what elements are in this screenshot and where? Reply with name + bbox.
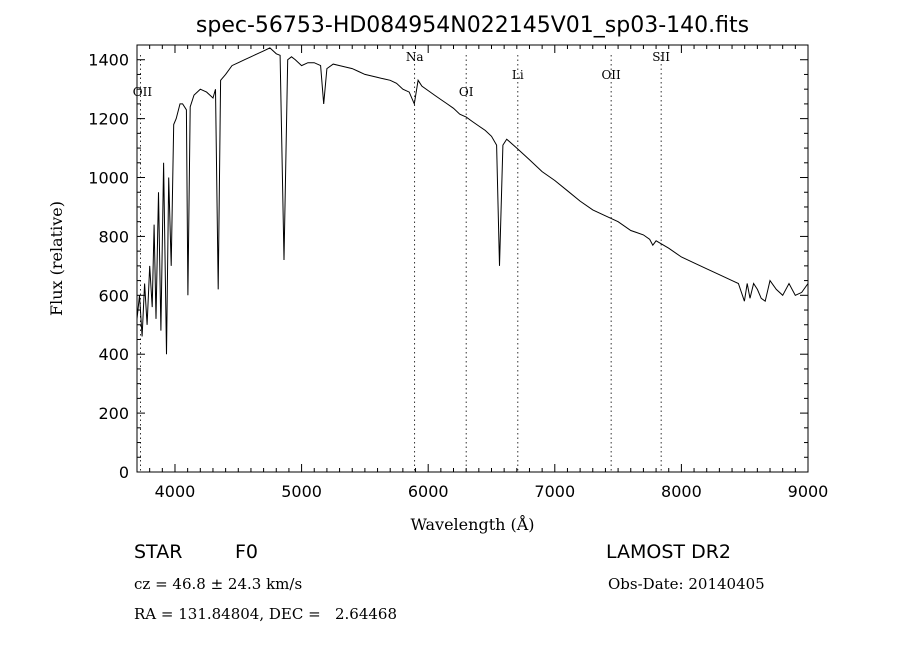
line-label-oii: OII xyxy=(133,85,153,99)
coordinates-text: RA = 131.84804, DEC = 2.64468 xyxy=(134,605,398,623)
plot-frame xyxy=(136,44,809,473)
survey-name: LAMOST DR2 xyxy=(606,541,731,563)
y-tick-label: 200 xyxy=(98,404,129,423)
y-tick-label: 800 xyxy=(98,227,129,246)
y-tick-label: 400 xyxy=(98,345,129,364)
spectrum-line xyxy=(136,47,809,355)
x-tick-label: 7000 xyxy=(534,482,575,501)
y-tick-label: 1000 xyxy=(88,169,129,188)
x-tick-label: 8000 xyxy=(661,482,702,501)
object-class: STAR xyxy=(134,541,183,563)
line-label-na: Na xyxy=(406,50,424,64)
line-label-sii: SII xyxy=(652,50,670,64)
y-tick-label: 1400 xyxy=(88,51,129,70)
line-label-li: Li xyxy=(512,68,524,82)
x-tick-label: 6000 xyxy=(408,482,449,501)
line-label-oii: OII xyxy=(601,68,621,82)
x-axis-label: Wavelength (Å) xyxy=(410,514,534,534)
x-tick-label: 9000 xyxy=(788,482,829,501)
redshift-text: cz = 46.8 ± 24.3 km/s xyxy=(134,575,303,593)
line-label-oi: OI xyxy=(459,85,474,99)
chart-title: spec-56753-HD084954N022145V01_sp03-140.f… xyxy=(196,13,749,38)
y-tick-label: 1200 xyxy=(88,110,129,129)
y-axis-label: Flux (relative) xyxy=(47,201,66,316)
y-tick-label: 600 xyxy=(98,286,129,305)
x-tick-label: 5000 xyxy=(281,482,322,501)
object-subclass: F0 xyxy=(235,541,259,563)
y-tick-label: 0 xyxy=(119,463,129,482)
x-tick-label: 4000 xyxy=(155,482,196,501)
obs-date: Obs-Date: 20140405 xyxy=(608,575,765,593)
